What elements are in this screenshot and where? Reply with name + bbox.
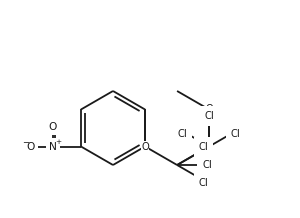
Text: Cl: Cl	[231, 129, 241, 139]
Text: O: O	[27, 141, 35, 152]
Text: O: O	[49, 121, 57, 131]
Text: O: O	[141, 141, 149, 152]
Text: +: +	[55, 138, 61, 145]
Text: N: N	[49, 141, 57, 152]
Text: Cl: Cl	[199, 177, 208, 187]
Text: Cl: Cl	[199, 143, 208, 153]
Text: Cl: Cl	[178, 129, 188, 139]
Text: Cl: Cl	[202, 160, 212, 170]
Text: Cl: Cl	[204, 111, 214, 121]
Text: −: −	[22, 137, 30, 146]
Text: O: O	[205, 104, 213, 114]
